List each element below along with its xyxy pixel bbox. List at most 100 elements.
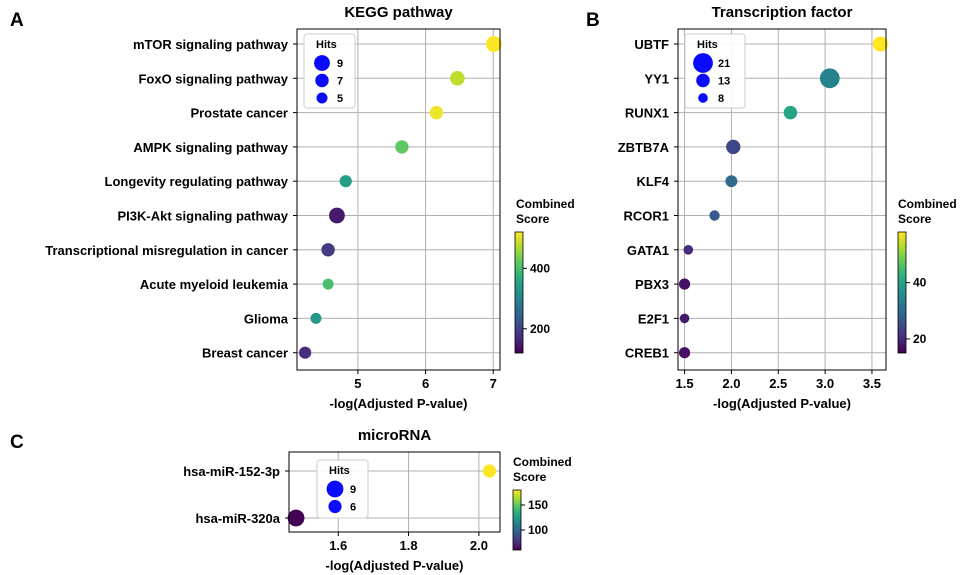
plot-frame (296, 28, 501, 371)
legend-marker (698, 93, 708, 103)
y-tick-label: YY1 (644, 71, 669, 86)
x-tick-label: 1.8 (400, 538, 418, 553)
data-point (321, 243, 335, 257)
data-point (726, 139, 741, 155)
x-axis-label: -log(Adjusted P-value) (330, 396, 468, 411)
data-point (299, 346, 312, 359)
colorbar-tick-label: 40 (913, 276, 927, 290)
colorbar-tick-label: 100 (528, 523, 548, 537)
legend-marker (696, 73, 710, 88)
legend-marker (328, 499, 342, 514)
colorbar-tick-label: 150 (528, 498, 548, 512)
x-tick-label: 6 (422, 376, 429, 391)
data-point (678, 278, 691, 290)
panel-b: B Transcription factor UBTF YY1 RUNX1 ZBTB7A K… (586, 4, 957, 411)
legend-marker (315, 73, 329, 88)
y-tick-label: Acute myeloid leukemia (140, 277, 289, 292)
legend-label: 5 (337, 93, 343, 105)
data-point (709, 210, 720, 221)
x-tick-label: 5 (354, 376, 361, 391)
colorbar-title-line: Combined (898, 197, 957, 211)
y-tick-label: Glioma (244, 311, 289, 326)
y-tick-label: RCOR1 (623, 209, 669, 224)
y-tick-label: Longevity regulating pathway (105, 174, 289, 189)
legend-label: 13 (718, 76, 730, 88)
x-axis-label: -log(Adjusted P-value) (326, 558, 464, 573)
data-point (872, 36, 888, 52)
legend-box (684, 33, 746, 109)
x-tick-label: 1.6 (329, 538, 347, 553)
panel-label: C (10, 432, 24, 453)
x-tick-label: 2.5 (769, 376, 787, 391)
plot-frame (288, 451, 501, 533)
chart-title: microRNA (358, 427, 432, 444)
legend-label: 8 (718, 93, 724, 105)
x-tick-label: 7 (490, 376, 497, 391)
y-tick-label: KLF4 (637, 174, 670, 189)
legend-label: 21 (718, 58, 730, 70)
legend-marker (316, 92, 328, 104)
legend-label: 9 (350, 484, 356, 496)
legend-marker (326, 480, 344, 498)
x-tick-label: 1.5 (676, 376, 694, 391)
y-tick-label: mTOR signaling pathway (133, 37, 289, 52)
data-point (482, 464, 497, 478)
y-tick-label: FoxO signaling pathway (138, 71, 288, 86)
legend-title: Hits (697, 39, 718, 51)
colorbar-gradient (897, 231, 907, 354)
data-point (287, 509, 305, 527)
y-tick-label: RUNX1 (625, 106, 669, 121)
data-point (725, 175, 738, 188)
y-tick-label: Transcriptional misregulation in cancer (45, 243, 288, 258)
data-point (395, 140, 409, 154)
data-point (339, 175, 352, 188)
data-point (679, 313, 690, 324)
panel-a: A KEGG pathway mTOR signaling pathway FoxO … (10, 4, 575, 411)
colorbar-title-line: Score (513, 470, 547, 484)
colorbar-title-line: Combined (516, 197, 575, 211)
y-tick-label: Breast cancer (202, 346, 288, 361)
x-tick-label: 2.0 (470, 538, 488, 553)
y-tick-label: UBTF (634, 37, 669, 52)
legend-label: 7 (337, 76, 343, 88)
y-tick-label: AMPK signaling pathway (133, 140, 288, 155)
x-tick-label: 2.0 (722, 376, 740, 391)
colorbar-title-line: Score (898, 212, 932, 226)
colorbar-tick-label: 400 (530, 261, 550, 275)
chart-title: Transcription factor (712, 4, 853, 21)
colorbar-tick-label: 20 (913, 332, 927, 346)
x-tick-label: 3.5 (863, 376, 881, 391)
colorbar-title-line: Combined (513, 455, 572, 469)
panel-label: A (10, 10, 24, 31)
data-point (486, 36, 502, 52)
legend-marker (314, 55, 330, 71)
data-point (429, 105, 444, 120)
data-point (783, 105, 798, 120)
y-tick-label: Prostate cancer (190, 106, 288, 121)
data-point (450, 71, 465, 86)
chart-title: KEGG pathway (344, 4, 453, 21)
legend-label: 6 (350, 502, 356, 514)
data-point (678, 347, 691, 359)
colorbar-tick-label: 200 (530, 322, 550, 336)
plot-frame (677, 28, 887, 371)
data-point (310, 312, 322, 324)
y-tick-label: ZBTB7A (618, 140, 670, 155)
y-tick-label: hsa-miR-152-3p (183, 464, 280, 479)
y-tick-label: PBX3 (635, 277, 669, 292)
y-tick-label: CREB1 (625, 346, 669, 361)
data-point (683, 244, 694, 255)
colorbar-title-line: Score (516, 212, 550, 226)
data-point (322, 278, 334, 290)
y-tick-label: PI3K-Akt signaling pathway (118, 209, 289, 224)
y-tick-label: E2F1 (638, 311, 669, 326)
colorbar-gradient (514, 231, 524, 354)
